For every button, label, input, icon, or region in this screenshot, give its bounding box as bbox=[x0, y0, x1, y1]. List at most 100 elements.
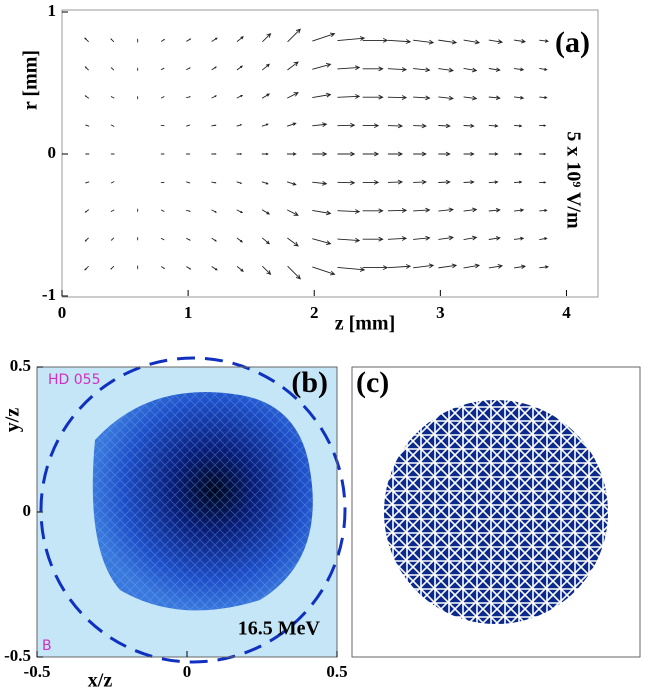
arrow bbox=[211, 266, 218, 271]
arrow bbox=[186, 237, 191, 241]
arrow bbox=[236, 265, 244, 272]
x-tick-label: 0 bbox=[58, 303, 67, 322]
arrow bbox=[262, 265, 272, 276]
x-tick-label: -0.5 bbox=[24, 662, 51, 681]
arrow bbox=[160, 237, 165, 241]
arrow bbox=[413, 151, 427, 157]
arrow bbox=[287, 237, 299, 247]
arrow bbox=[413, 39, 435, 45]
x-tick-label: 0.5 bbox=[326, 662, 347, 681]
arrow bbox=[513, 236, 525, 241]
x-axis-label: x/z bbox=[88, 670, 113, 692]
arrow bbox=[362, 94, 384, 100]
arrow bbox=[312, 151, 328, 157]
arrow bbox=[413, 235, 431, 241]
arrow bbox=[488, 67, 501, 72]
arrow bbox=[261, 63, 270, 71]
arrow bbox=[539, 209, 548, 212]
arrow bbox=[110, 209, 115, 212]
arrow bbox=[337, 180, 356, 186]
arrow bbox=[110, 265, 115, 270]
arrow bbox=[236, 181, 243, 184]
x-tick-label: 1 bbox=[184, 303, 193, 322]
arrow bbox=[387, 39, 412, 44]
arrow bbox=[488, 208, 501, 213]
arrow bbox=[261, 209, 271, 215]
arrow bbox=[160, 67, 165, 71]
arrow bbox=[387, 67, 408, 72]
arrow bbox=[160, 96, 165, 99]
arrow bbox=[387, 264, 412, 269]
arrow bbox=[186, 124, 191, 127]
arrow bbox=[488, 180, 499, 184]
arrow bbox=[312, 238, 332, 245]
panel-label: (b) bbox=[291, 366, 328, 399]
arrow bbox=[463, 235, 478, 241]
arrow bbox=[262, 32, 272, 43]
arrow bbox=[84, 124, 90, 127]
x-axis-label: z [mm] bbox=[335, 313, 396, 335]
arrow bbox=[488, 124, 499, 128]
arrow bbox=[337, 94, 361, 99]
arrow bbox=[539, 67, 548, 71]
arrow bbox=[236, 94, 244, 99]
arrow bbox=[463, 151, 475, 157]
arrow bbox=[211, 153, 217, 155]
arrow bbox=[337, 65, 361, 71]
arrow bbox=[236, 65, 243, 71]
scale-label: 5 x 10⁹ V/m bbox=[562, 131, 584, 229]
arrow bbox=[463, 180, 475, 185]
arrow bbox=[387, 208, 408, 213]
arrow bbox=[463, 123, 475, 128]
arrow bbox=[488, 236, 501, 241]
arrow bbox=[387, 123, 404, 129]
arrow bbox=[186, 266, 192, 270]
arrow bbox=[438, 39, 458, 45]
arrow bbox=[438, 151, 451, 157]
arrow bbox=[84, 66, 89, 71]
arrow bbox=[438, 179, 451, 185]
arrow bbox=[513, 264, 527, 269]
arrow bbox=[287, 152, 297, 156]
arrow bbox=[539, 96, 548, 99]
panel-label: (a) bbox=[555, 26, 590, 59]
arrow bbox=[387, 236, 408, 241]
arrow bbox=[362, 179, 380, 185]
arrow bbox=[110, 38, 115, 43]
arrow bbox=[513, 95, 525, 100]
y-tick-label: -1 bbox=[42, 285, 56, 304]
arrow bbox=[463, 263, 481, 269]
y-axis-label: y/z bbox=[2, 408, 24, 433]
arrow bbox=[362, 236, 384, 242]
arrow bbox=[387, 179, 404, 185]
arrow bbox=[186, 38, 192, 42]
arrow bbox=[413, 95, 431, 101]
arrow bbox=[463, 207, 478, 213]
image-c-mesh bbox=[384, 400, 608, 624]
x-tick-label: 4 bbox=[562, 303, 571, 322]
arrow bbox=[110, 181, 115, 184]
arrow bbox=[413, 67, 431, 73]
arrow bbox=[84, 95, 90, 99]
arrow bbox=[539, 237, 548, 241]
arrow bbox=[413, 207, 431, 213]
arrow bbox=[236, 237, 243, 243]
arrow bbox=[287, 265, 301, 280]
arrow bbox=[160, 266, 166, 270]
arrow bbox=[84, 265, 89, 271]
arrow bbox=[337, 209, 361, 214]
arrow bbox=[463, 95, 478, 101]
arrow bbox=[438, 123, 451, 129]
arrow bbox=[438, 235, 454, 241]
arrow bbox=[514, 152, 523, 156]
handwriting: HD 055 bbox=[48, 372, 100, 388]
y-tick-label: 0 bbox=[48, 143, 57, 162]
arrow bbox=[488, 264, 504, 269]
arrow bbox=[186, 153, 191, 155]
arrow bbox=[387, 95, 408, 100]
arrow bbox=[337, 237, 361, 243]
arrow bbox=[337, 151, 356, 157]
arrow bbox=[413, 179, 427, 185]
y-tick-label: 0 bbox=[23, 501, 32, 520]
